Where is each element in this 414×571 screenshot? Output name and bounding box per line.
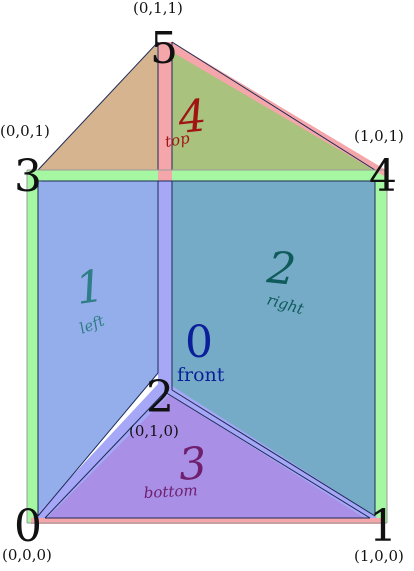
face-front-name: front: [177, 364, 225, 386]
edge-strip-diagonal-right: [165, 386, 377, 522]
edge-strip-right-vertical: [375, 171, 387, 523]
vertex-1-number: 1: [369, 501, 397, 552]
edge-strip-top-horizontal: [27, 170, 387, 181]
bottom-face: [45, 392, 370, 518]
edge-outlines: [37, 41, 376, 519]
vertex-1-coord: (1,0,0): [354, 547, 404, 565]
face-bottom-number: 3: [177, 438, 209, 491]
outer-outlines: [26, 169, 388, 524]
edge-strip-bottom-horizontal: [31, 518, 381, 524]
vertex-0-number: 0: [14, 501, 42, 552]
edge-strip-left-vertical: [27, 171, 38, 523]
edge-strip-left-top-junction: [27, 170, 41, 182]
right-face: [172, 181, 375, 516]
edge-strip-diagonal-left: [31, 384, 172, 520]
vertex-2-coord: (0,1,0): [129, 422, 179, 440]
vertex-3-coord: (0,0,1): [0, 122, 50, 140]
edge-strip-top-vertical: [158, 42, 172, 181]
edge-strip-center-vertical: [158, 181, 172, 391]
face-right-number: 2: [264, 242, 298, 296]
left-face: [38, 181, 158, 516]
vertex-0-coord: (0,0,0): [2, 546, 52, 564]
vertex-4-coord: (1,0,1): [354, 127, 404, 145]
vertex-3-number: 3: [14, 151, 42, 202]
vertex-5-number: 5: [150, 23, 178, 74]
face-top-name: top: [164, 129, 192, 151]
face-bottom-name: bottom: [143, 481, 198, 502]
vertex-5-coord: (0,1,1): [133, 0, 183, 17]
vertex-2-number: 2: [146, 372, 174, 423]
face-front-number: 0: [185, 317, 213, 368]
face-top-number: 4: [175, 90, 209, 144]
vertex-4-number: 4: [369, 151, 397, 202]
